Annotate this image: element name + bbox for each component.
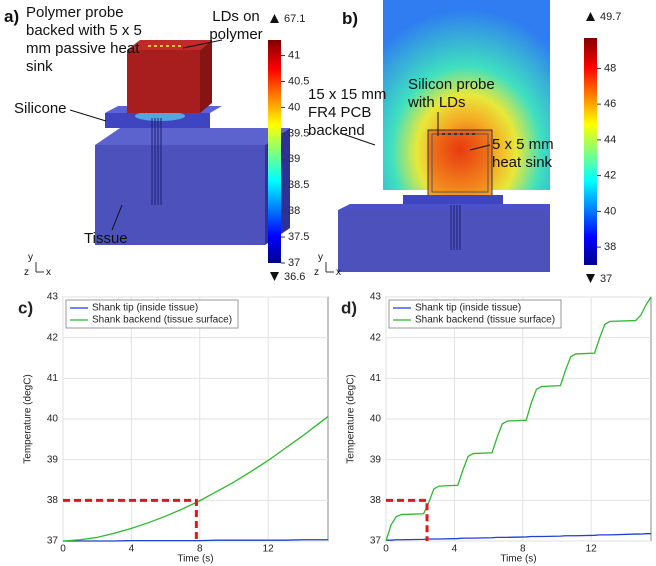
colorbar-tick-label: 39.5: [288, 127, 309, 139]
x-tick-label: 12: [586, 544, 598, 555]
panel-label: b): [342, 10, 358, 28]
colorbar-tick-label: 46: [604, 98, 616, 110]
colorbar-max: 49.7: [600, 11, 621, 23]
colorbar-tick-label: 37.5: [288, 231, 309, 243]
panel-label: a): [4, 8, 19, 26]
y-tick-label: 38: [47, 495, 59, 506]
max-marker: [270, 14, 279, 23]
panel-label: c): [18, 298, 33, 317]
colorbar-max: 67.1: [284, 13, 305, 25]
y-tick-label: 40: [47, 414, 59, 425]
x-tick-label: 4: [452, 544, 458, 555]
colorbar-min: 36.6: [284, 271, 305, 283]
max-marker: [586, 12, 595, 21]
colorbar-tick-label: 38: [604, 241, 616, 253]
figure: 3737.53838.53939.54040.54167.136.6384042…: [0, 0, 656, 566]
x-axis-label: Time (s): [177, 554, 213, 565]
y-tick-label: 37: [370, 536, 382, 547]
x-tick-label: 4: [129, 544, 135, 555]
figure-canvas: 3737.53838.53939.54040.54167.136.6384042…: [0, 0, 656, 566]
annotation: LDs on polymer: [205, 8, 267, 44]
colorbar-tick-label: 48: [604, 62, 616, 74]
colorbar-tick-label: 38.5: [288, 179, 309, 191]
min-marker: [270, 272, 279, 281]
y-tick-label: 39: [370, 454, 382, 465]
colorbar-tick-label: 38: [288, 205, 300, 217]
colorbar-tick-label: 40: [288, 101, 300, 113]
annotation: Silicone: [14, 100, 67, 118]
triad-label: x: [336, 264, 341, 282]
y-tick-label: 41: [47, 373, 59, 384]
annotation: Tissue: [84, 230, 128, 248]
x-tick-label: 0: [383, 544, 389, 555]
colorbar: [268, 40, 281, 263]
colorbar-min: 37: [600, 273, 612, 285]
triad-label: z: [314, 264, 319, 282]
colorbar-tick-label: 42: [604, 170, 616, 182]
legend-label: Shank backend (tissue surface): [415, 315, 555, 326]
legend-label: Shank tip (inside tissue): [415, 303, 521, 314]
y-tick-label: 41: [370, 373, 382, 384]
triad-label: x: [46, 264, 51, 282]
annotation: 15 x 15 mm FR4 PCB backend: [308, 86, 388, 140]
y-tick-label: 43: [47, 292, 59, 303]
colorbar-tick-label: 40.5: [288, 75, 309, 87]
legend-label: Shank tip (inside tissue): [92, 303, 198, 314]
panel-label: d): [341, 298, 357, 317]
x-tick-label: 12: [263, 544, 275, 555]
legend-label: Shank backend (tissue surface): [92, 315, 232, 326]
y-axis-label: Temperature (degC): [23, 374, 34, 463]
y-tick-label: 40: [370, 414, 382, 425]
y-tick-label: 42: [47, 332, 59, 343]
colorbar: [584, 38, 597, 265]
colorbar-tick-label: 41: [288, 49, 300, 61]
y-tick-label: 39: [47, 454, 59, 465]
colorbar-tick-label: 44: [604, 134, 616, 146]
y-axis-label: Temperature (degC): [346, 374, 357, 463]
x-tick-label: 0: [60, 544, 66, 555]
annotation: 5 x 5 mm heat sink: [492, 136, 572, 172]
triad-label: z: [24, 264, 29, 282]
colorbar-tick-label: 37: [288, 257, 300, 269]
colorbar-tick-label: 39: [288, 153, 300, 165]
min-marker: [586, 274, 595, 283]
annotation: Polymer probe backed with 5 x 5 mm passi…: [26, 4, 161, 76]
y-tick-label: 43: [370, 292, 382, 303]
y-tick-label: 38: [370, 495, 382, 506]
y-tick-label: 37: [47, 536, 59, 547]
annotation: Silicon probe with LDs: [408, 76, 498, 112]
colorbar-tick-label: 40: [604, 205, 616, 217]
y-tick-label: 42: [370, 332, 382, 343]
x-axis-label: Time (s): [500, 554, 536, 565]
